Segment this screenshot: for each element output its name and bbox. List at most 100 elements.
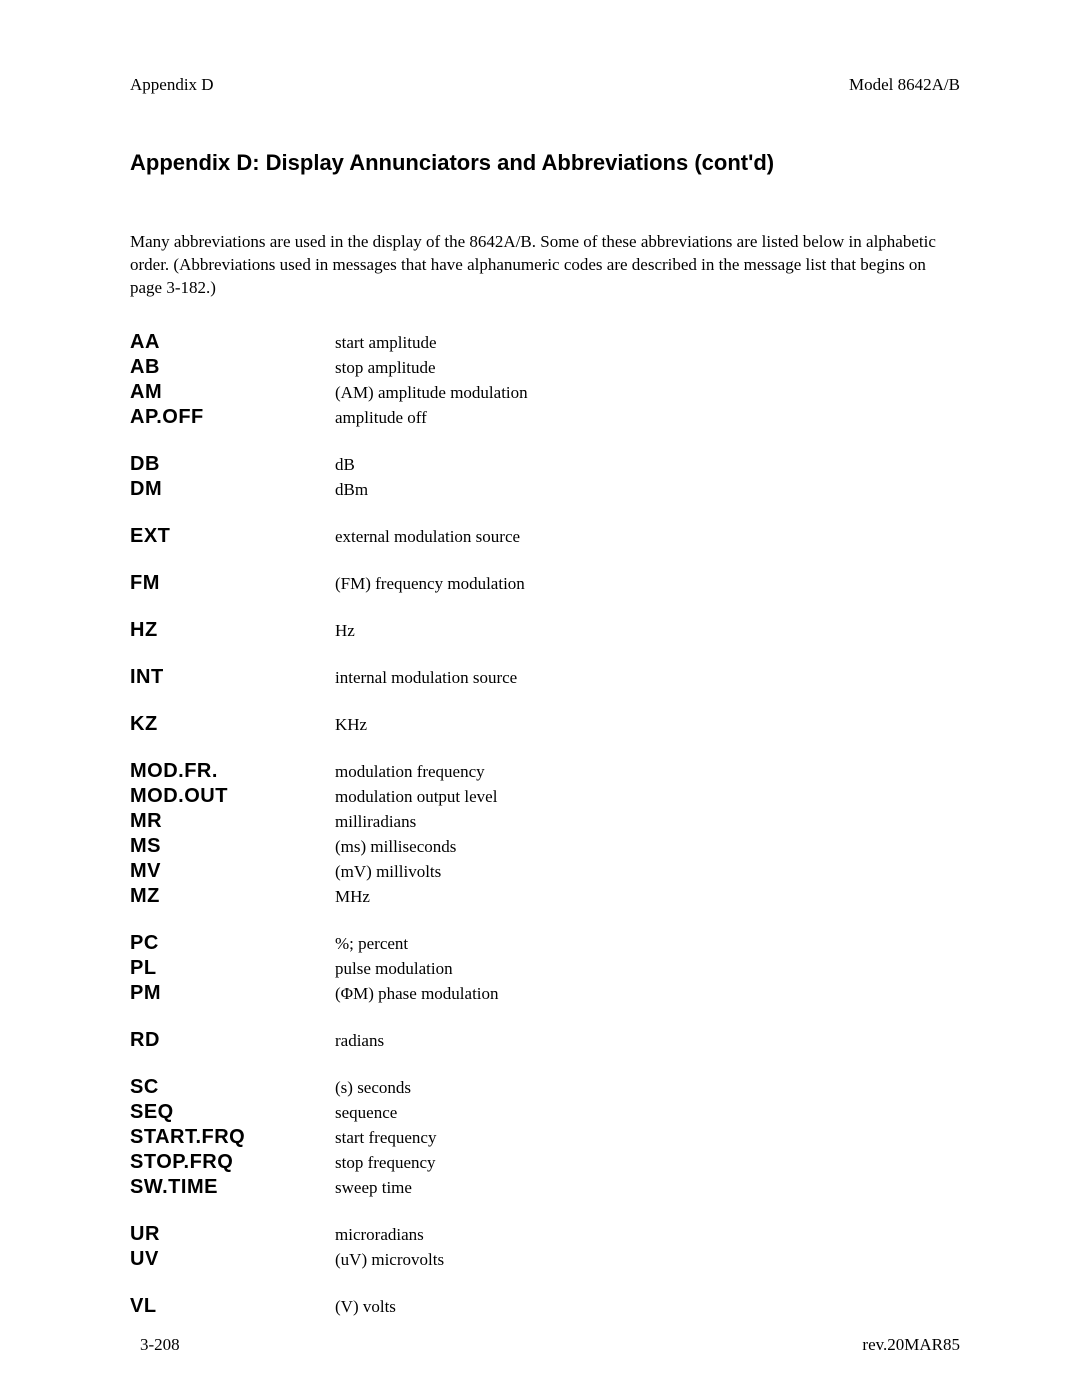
abbrev-definition: start amplitude bbox=[335, 332, 437, 353]
abbrev-definition: start frequency bbox=[335, 1127, 436, 1148]
abbrev-definition: MHz bbox=[335, 886, 370, 907]
footer-revision: rev.20MAR85 bbox=[862, 1335, 960, 1355]
abbrev-term: STOP.FRQ bbox=[130, 1150, 335, 1175]
abbrev-term: INT bbox=[130, 665, 335, 690]
abbrev-group: PC%; percentPLpulse modulationPM(ΦM) pha… bbox=[130, 931, 960, 1006]
abbrev-term: KZ bbox=[130, 712, 335, 737]
abbrev-row: START.FRQstart frequency bbox=[130, 1125, 960, 1150]
abbrev-row: MRmilliradians bbox=[130, 809, 960, 834]
abbrev-row: PM(ΦM) phase modulation bbox=[130, 981, 960, 1006]
abbrev-row: MV(mV) millivolts bbox=[130, 859, 960, 884]
abbrev-group: FM(FM) frequency modulation bbox=[130, 571, 960, 596]
document-page: Appendix D Model 8642A/B Appendix D: Dis… bbox=[0, 0, 1080, 1397]
abbrev-term: DB bbox=[130, 452, 335, 477]
abbrev-group: EXTexternal modulation source bbox=[130, 524, 960, 549]
abbrev-term: START.FRQ bbox=[130, 1125, 335, 1150]
abbrev-row: DBdB bbox=[130, 452, 960, 477]
abbrev-definition: (FM) frequency modulation bbox=[335, 573, 525, 594]
abbrev-definition: Hz bbox=[335, 620, 355, 641]
page-header: Appendix D Model 8642A/B bbox=[130, 75, 960, 95]
abbrev-term: MS bbox=[130, 834, 335, 859]
abbrev-row: PLpulse modulation bbox=[130, 956, 960, 981]
abbrev-definition: (AM) amplitude modulation bbox=[335, 382, 528, 403]
abbrev-definition: stop frequency bbox=[335, 1152, 436, 1173]
abbrev-term: VL bbox=[130, 1294, 335, 1319]
abbrev-term: PC bbox=[130, 931, 335, 956]
abbrev-row: SC(s) seconds bbox=[130, 1075, 960, 1100]
page-footer: 3-208 rev.20MAR85 bbox=[140, 1335, 960, 1355]
abbrev-row: EXTexternal modulation source bbox=[130, 524, 960, 549]
abbrev-term: AM bbox=[130, 380, 335, 405]
abbrev-row: MS(ms) milliseconds bbox=[130, 834, 960, 859]
abbrev-definition: (s) seconds bbox=[335, 1077, 411, 1098]
intro-paragraph: Many abbreviations are used in the displ… bbox=[130, 231, 960, 300]
abbrev-row: SEQsequence bbox=[130, 1100, 960, 1125]
abbrev-group: SC(s) secondsSEQsequenceSTART.FRQstart f… bbox=[130, 1075, 960, 1200]
abbrev-term: MZ bbox=[130, 884, 335, 909]
abbrev-term: PM bbox=[130, 981, 335, 1006]
abbrev-group: INTinternal modulation source bbox=[130, 665, 960, 690]
abbrev-term: SEQ bbox=[130, 1100, 335, 1125]
abbrev-row: PC%; percent bbox=[130, 931, 960, 956]
abbrev-definition: (ΦM) phase modulation bbox=[335, 983, 499, 1004]
abbrev-term: SW.TIME bbox=[130, 1175, 335, 1200]
abbrev-definition: sweep time bbox=[335, 1177, 412, 1198]
abbrev-term: AB bbox=[130, 355, 335, 380]
abbrev-definition: %; percent bbox=[335, 933, 408, 954]
abbrev-row: STOP.FRQstop frequency bbox=[130, 1150, 960, 1175]
abbrev-term: EXT bbox=[130, 524, 335, 549]
abbrev-definition: stop amplitude bbox=[335, 357, 436, 378]
abbrev-term: RD bbox=[130, 1028, 335, 1053]
abbrev-term: HZ bbox=[130, 618, 335, 643]
abbrev-group: KZKHz bbox=[130, 712, 960, 737]
header-left: Appendix D bbox=[130, 75, 214, 95]
abbrev-term: MR bbox=[130, 809, 335, 834]
footer-page-number: 3-208 bbox=[140, 1335, 180, 1355]
abbrev-group: VL(V) volts bbox=[130, 1294, 960, 1319]
abbrev-group: DBdBDMdBm bbox=[130, 452, 960, 502]
abbrev-term: MOD.OUT bbox=[130, 784, 335, 809]
abbrev-row: ABstop amplitude bbox=[130, 355, 960, 380]
abbrev-row: MZMHz bbox=[130, 884, 960, 909]
abbrev-row: MOD.FR.modulation frequency bbox=[130, 759, 960, 784]
abbrev-row: AP.OFFamplitude off bbox=[130, 405, 960, 430]
abbrev-group: MOD.FR.modulation frequencyMOD.OUTmodula… bbox=[130, 759, 960, 909]
abbrev-definition: (mV) millivolts bbox=[335, 861, 441, 882]
abbrev-row: SW.TIMEsweep time bbox=[130, 1175, 960, 1200]
abbrev-row: FM(FM) frequency modulation bbox=[130, 571, 960, 596]
abbrev-definition: modulation output level bbox=[335, 786, 497, 807]
abbrev-definition: (V) volts bbox=[335, 1296, 396, 1317]
abbrev-definition: modulation frequency bbox=[335, 761, 485, 782]
abbrev-term: AA bbox=[130, 330, 335, 355]
abbrev-definition: sequence bbox=[335, 1102, 397, 1123]
abbrev-definition: dBm bbox=[335, 479, 368, 500]
abbrev-definition: microradians bbox=[335, 1224, 424, 1245]
abbrev-term: DM bbox=[130, 477, 335, 502]
abbrev-row: RDradians bbox=[130, 1028, 960, 1053]
abbrev-definition: dB bbox=[335, 454, 355, 475]
abbrev-group: AAstart amplitudeABstop amplitudeAM(AM) … bbox=[130, 330, 960, 430]
abbrev-definition: internal modulation source bbox=[335, 667, 517, 688]
abbrev-definition: (ms) milliseconds bbox=[335, 836, 456, 857]
abbrev-row: HZHz bbox=[130, 618, 960, 643]
abbrev-row: URmicroradians bbox=[130, 1222, 960, 1247]
abbrev-definition: radians bbox=[335, 1030, 384, 1051]
abbrev-definition: pulse modulation bbox=[335, 958, 453, 979]
abbrev-definition: external modulation source bbox=[335, 526, 520, 547]
abbrev-row: AM(AM) amplitude modulation bbox=[130, 380, 960, 405]
abbrev-term: UR bbox=[130, 1222, 335, 1247]
abbrev-term: FM bbox=[130, 571, 335, 596]
abbrev-row: INTinternal modulation source bbox=[130, 665, 960, 690]
abbrev-row: DMdBm bbox=[130, 477, 960, 502]
abbrev-term: MOD.FR. bbox=[130, 759, 335, 784]
abbrev-term: AP.OFF bbox=[130, 405, 335, 430]
abbrev-row: AAstart amplitude bbox=[130, 330, 960, 355]
abbrev-group: RDradians bbox=[130, 1028, 960, 1053]
abbrev-term: PL bbox=[130, 956, 335, 981]
abbrev-term: UV bbox=[130, 1247, 335, 1272]
abbrev-row: UV(uV) microvolts bbox=[130, 1247, 960, 1272]
header-right: Model 8642A/B bbox=[849, 75, 960, 95]
page-title: Appendix D: Display Annunciators and Abb… bbox=[130, 150, 960, 176]
abbreviations-list: AAstart amplitudeABstop amplitudeAM(AM) … bbox=[130, 330, 960, 1319]
abbrev-group: HZHz bbox=[130, 618, 960, 643]
